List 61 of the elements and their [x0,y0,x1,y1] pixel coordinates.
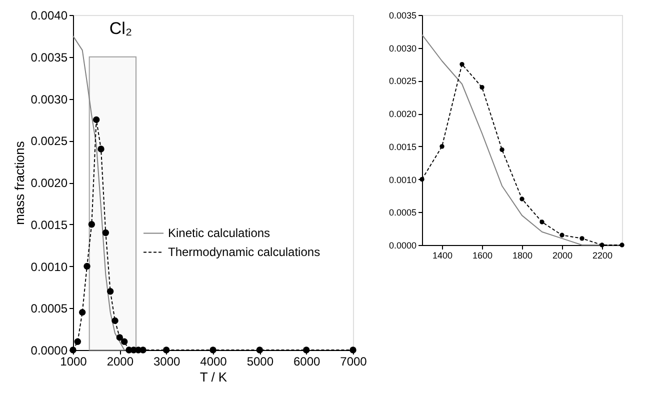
point [116,334,124,341]
legend-label: Kinetic calculations [168,226,270,240]
x-tick-label: 1800 [512,250,533,260]
x-tick-label: 1000 [60,354,88,368]
point [480,84,484,90]
y-axis-title: mass fractions [12,140,27,225]
x-tick-label: 7000 [340,354,368,368]
y-tick-label: 0.0020 [30,176,68,190]
point [460,62,464,67]
x-tick-label: 2000 [552,250,573,260]
point [98,146,104,152]
point [560,232,564,238]
point [600,242,604,248]
point [210,346,216,354]
y-tick-label: 0.0030 [30,92,68,106]
point [74,338,82,345]
y-tick-label: 0.0015 [30,218,68,232]
y-tick-label: 0.0010 [30,260,68,274]
y-tick-label: 0.0005 [388,208,416,218]
point [112,317,118,324]
point [256,346,264,354]
y-tick-label: 0.0035 [388,10,416,20]
y-tick-label: 0.0015 [388,142,416,152]
point [162,346,170,354]
x-tick-label: 2000 [106,354,134,368]
point [106,288,114,295]
y-tick-label: 0.0000 [30,344,68,358]
x-tick-label: 1400 [432,250,453,260]
point [84,262,90,270]
x-tick-label: 6000 [293,354,321,368]
x-tick-label: 2200 [592,250,613,260]
x-axis-title: T / K [200,370,228,384]
point [140,346,146,354]
point [540,220,544,224]
y-tick-label: 0.0005 [30,302,68,316]
y-tick-label: 0.0000 [388,240,416,250]
y-tick-label: 0.0030 [388,43,416,54]
point [500,147,504,152]
legend-label: Thermodynamic calculations [168,245,320,260]
point [440,144,444,149]
y-tick-label: 0.0020 [388,109,416,120]
point [580,236,584,241]
point [420,176,424,182]
point [78,308,86,316]
point [102,229,110,236]
point [520,196,524,202]
y-tick-label: 0.0025 [388,76,416,86]
annotation: Cl₂ [109,19,132,38]
y-tick-label: 0.0010 [388,174,416,185]
y-tick-label: 0.0025 [30,134,68,148]
y-tick-label: 0.0040 [30,8,68,22]
x-tick-label: 5000 [246,354,274,368]
point [92,116,100,124]
y-tick-label: 0.0035 [30,50,68,64]
x-tick-label: 3000 [153,354,181,368]
x-tick-label: 4000 [200,354,228,368]
point [620,242,624,248]
x-tick-label: 1600 [472,250,493,260]
point [302,346,310,354]
point [88,221,96,228]
point [120,338,128,345]
